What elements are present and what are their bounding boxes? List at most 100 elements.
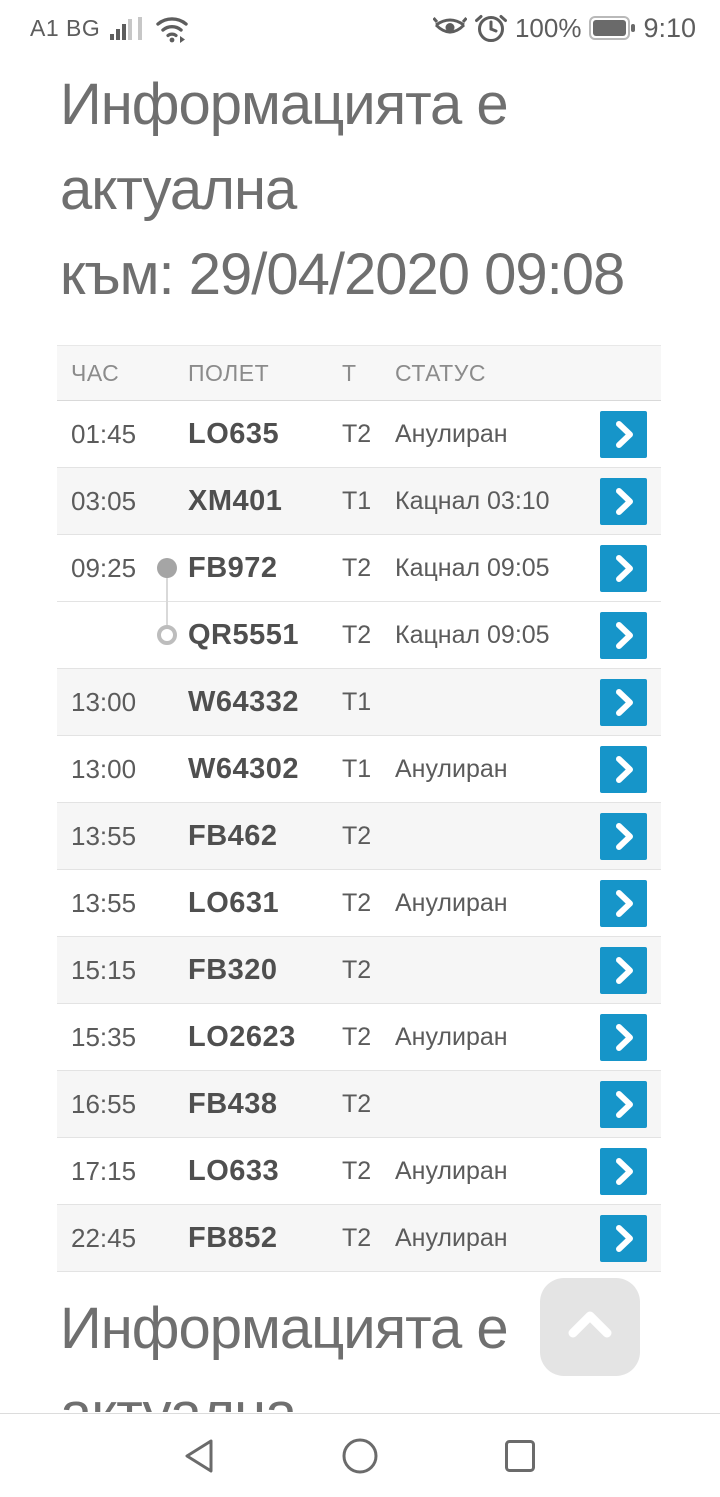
signal-strength-icon <box>110 17 143 40</box>
table-body: 01:45 LO635 T2 Анулиран 03:05 XM401 T1 К… <box>57 401 661 1272</box>
carrier-label: A1 BG <box>30 14 101 41</box>
status-bar: A1 BG 100% <box>0 0 720 56</box>
codeshare-connector-line <box>166 569 168 637</box>
row-details-button[interactable] <box>600 1080 647 1128</box>
row-details-button[interactable] <box>600 678 647 726</box>
table-row: 22:45 FB852 T2 Анулиран <box>57 1205 661 1272</box>
row-status: Анулиран <box>395 1022 508 1051</box>
row-terminal: T2 <box>342 620 372 649</box>
page-title-line3: към: 29/04/2020 09:08 <box>60 242 625 307</box>
row-details-button[interactable] <box>600 1013 647 1061</box>
wifi-icon <box>156 17 188 43</box>
row-details-button[interactable] <box>600 1147 647 1195</box>
table-row: 15:15 FB320 T2 <box>57 937 661 1004</box>
codeshare-dot-icon <box>157 625 177 645</box>
row-status: Кацнал 09:05 <box>395 620 550 649</box>
chevron-right-icon <box>616 1090 633 1118</box>
alarm-icon <box>474 15 507 42</box>
row-time: 16:55 <box>71 1088 137 1119</box>
home-icon <box>342 1438 378 1473</box>
row-terminal: T2 <box>342 1089 372 1118</box>
row-details-button[interactable] <box>600 410 647 458</box>
table-row: 13:00 W64332 T1 <box>57 669 661 736</box>
row-flight: W64332 <box>188 685 300 718</box>
sim2-empty-icon <box>138 17 143 40</box>
row-details-button[interactable] <box>600 879 647 927</box>
chevron-right-icon <box>616 1157 633 1185</box>
row-details-button[interactable] <box>600 611 647 659</box>
chevron-right-icon <box>616 1224 633 1252</box>
row-time: 15:15 <box>71 954 137 985</box>
chevron-up-icon <box>568 1311 612 1338</box>
row-status: Кацнал 03:10 <box>395 486 550 515</box>
flight-table: ЧАС ПОЛЕТ Т СТАТУС 01:45 LO635 T2 Анулир… <box>57 345 661 1272</box>
row-flight: LO631 <box>188 886 280 919</box>
row-flight: W64302 <box>188 752 300 785</box>
row-terminal: T2 <box>342 821 372 850</box>
table-row: 15:35 LO2623 T2 Анулиран <box>57 1004 661 1071</box>
footer-title-line2-partial: актуална <box>60 1371 530 1412</box>
row-terminal: T1 <box>342 687 372 716</box>
row-time: 22:45 <box>71 1222 137 1253</box>
table-row: 17:15 LO633 T2 Анулиран <box>57 1138 661 1205</box>
chevron-right-icon <box>616 420 633 448</box>
row-details-button[interactable] <box>600 946 647 994</box>
row-time: 13:55 <box>71 887 137 918</box>
chevron-right-icon <box>616 755 633 783</box>
row-flight: FB972 <box>188 551 278 584</box>
codeshare-dot-icon <box>157 558 177 578</box>
recents-icon <box>505 1439 535 1472</box>
table-row: 16:55 FB438 T2 <box>57 1071 661 1138</box>
page-title: Информацията е актуална към: 29/04/2020 … <box>60 62 700 317</box>
row-status: Анулиран <box>395 888 508 917</box>
nav-back-button[interactable] <box>138 1414 258 1497</box>
row-status: Анулиран <box>395 419 508 448</box>
row-time: 17:15 <box>71 1155 137 1186</box>
column-header-terminal: Т <box>342 359 357 386</box>
battery-percent-label: 100% <box>514 12 582 43</box>
row-status: Анулиран <box>395 1223 508 1252</box>
row-details-button[interactable] <box>600 477 647 525</box>
android-nav-bar <box>0 1413 720 1496</box>
row-flight: QR5551 <box>188 618 300 651</box>
row-flight: LO2623 <box>188 1020 296 1053</box>
row-details-button[interactable] <box>600 544 647 592</box>
row-time: 13:00 <box>71 686 137 717</box>
row-details-button[interactable] <box>600 745 647 793</box>
row-terminal: T2 <box>342 1223 372 1252</box>
table-row: 13:55 FB462 T2 <box>57 803 661 870</box>
table-row: 13:55 LO631 T2 Анулиран <box>57 870 661 937</box>
table-row: QR5551 T2 Кацнал 09:05 <box>57 602 661 669</box>
nav-home-button[interactable] <box>300 1414 420 1497</box>
table-header-row: ЧАС ПОЛЕТ Т СТАТУС <box>57 345 661 401</box>
chevron-right-icon <box>616 487 633 515</box>
row-time: 13:00 <box>71 753 137 784</box>
scroll-to-top-button[interactable] <box>540 1278 640 1376</box>
row-details-button[interactable] <box>600 1214 647 1262</box>
column-header-flight: ПОЛЕТ <box>188 359 270 386</box>
clock-label: 9:10 <box>643 12 696 43</box>
page-title-line2: актуална <box>60 157 297 222</box>
recents-icon-button[interactable] <box>460 1414 580 1497</box>
row-details-button[interactable] <box>600 812 647 860</box>
table-row: 01:45 LO635 T2 Анулиран <box>57 401 661 468</box>
row-time: 09:25 <box>71 552 137 583</box>
footer-title: Информацията е актуална <box>60 1286 530 1412</box>
row-terminal: T1 <box>342 486 372 515</box>
row-terminal: T2 <box>342 955 372 984</box>
column-header-status: СТАТУС <box>395 359 486 386</box>
eye-comfort-icon <box>432 17 467 34</box>
row-time: 01:45 <box>71 418 137 449</box>
row-flight: LO635 <box>188 417 280 450</box>
chevron-right-icon <box>616 554 633 582</box>
chevron-right-icon <box>616 621 633 649</box>
row-terminal: T1 <box>342 754 372 783</box>
page-title-line1: Информацията е <box>60 72 509 137</box>
column-header-time: ЧАС <box>71 359 120 386</box>
chevron-right-icon <box>616 822 633 850</box>
row-flight: XM401 <box>188 484 283 517</box>
row-terminal: T2 <box>342 888 372 917</box>
battery-icon <box>589 16 636 40</box>
row-flight: FB462 <box>188 819 278 852</box>
row-status: Анулиран <box>395 754 508 783</box>
